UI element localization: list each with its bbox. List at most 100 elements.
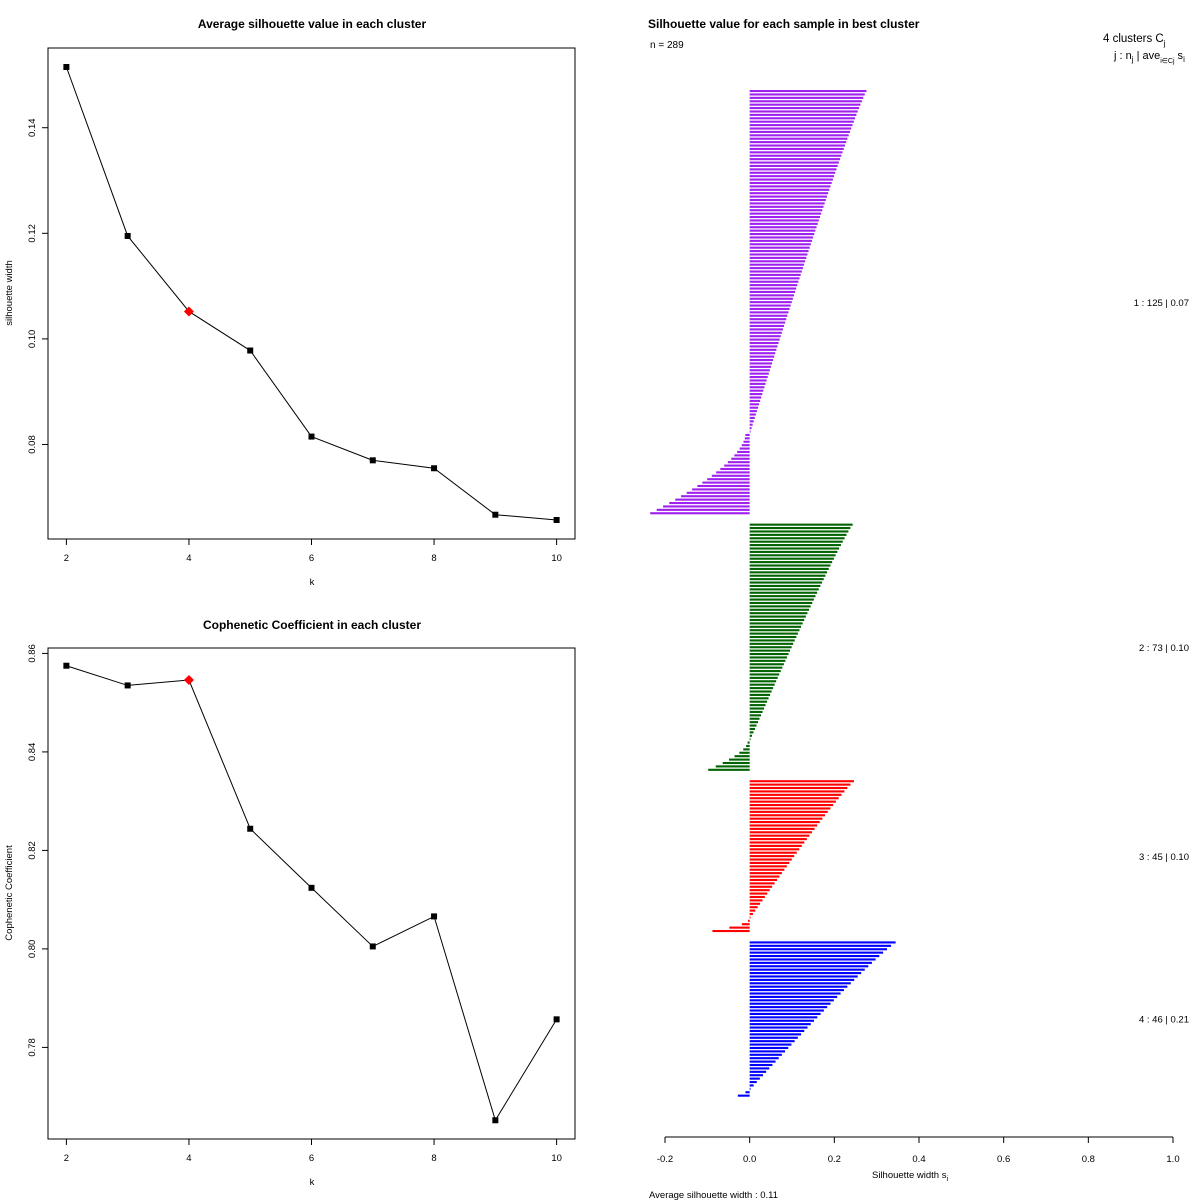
panel1-y-tick-label: 0.14 (27, 118, 38, 136)
silhouette-bar-cluster-1 (749, 151, 843, 154)
silhouette-bar-cluster-1 (749, 175, 835, 178)
silhouette-bar-cluster-3 (749, 858, 792, 861)
silhouette-bar-cluster-1 (749, 107, 860, 110)
silhouette-bar-cluster-1 (749, 137, 848, 140)
silhouette-bar-cluster-3 (712, 929, 750, 933)
silhouette-bar-cluster-1 (681, 495, 750, 498)
panel3-x-tick-label: 0.2 (828, 1154, 841, 1165)
silhouette-bar-cluster-1 (749, 416, 755, 419)
silhouette-bar-cluster-1 (749, 168, 837, 171)
silhouette-bar-cluster-1 (749, 260, 806, 263)
silhouette-bar-cluster-2 (749, 670, 781, 673)
panel2-xlabel: k (310, 1177, 315, 1188)
silhouette-bar-cluster-4 (749, 1087, 751, 1090)
silhouette-bar-cluster-2 (749, 707, 765, 710)
silhouette-bar-cluster-1 (749, 134, 849, 137)
silhouette-bar-cluster-1 (749, 90, 867, 93)
silhouette-bar-cluster-2 (749, 690, 772, 693)
silhouette-bar-cluster-4 (749, 1040, 795, 1043)
silhouette-bar-cluster-2 (749, 554, 836, 557)
silhouette-bar-cluster-4 (749, 995, 838, 998)
panel2-y-tick-label: 0.82 (27, 841, 38, 860)
silhouette-bar-cluster-1 (749, 348, 777, 351)
panel3-title: Silhouette value for each sample in best… (648, 17, 920, 31)
silhouette-bar-cluster-2 (749, 550, 838, 553)
silhouette-bar-cluster-1 (749, 324, 785, 328)
panel1-box (47, 47, 576, 540)
silhouette-bar-cluster-4 (749, 1084, 754, 1087)
panel2-y-tick-label: 0.78 (27, 1038, 38, 1057)
panel3-x-tick-label: 0.4 (912, 1154, 925, 1165)
panel1-data-point (63, 64, 70, 71)
silhouette-bar-cluster-2 (749, 544, 841, 547)
panel1-x-tick-label: 8 (431, 553, 436, 564)
silhouette-bar-cluster-2 (749, 656, 787, 659)
silhouette-bar-cluster-4 (749, 1002, 831, 1005)
silhouette-bar-cluster-1 (749, 297, 793, 300)
panel3-x-tick-label: 0.6 (997, 1154, 1010, 1165)
silhouette-bar-cluster-4 (749, 1074, 763, 1077)
silhouette-bar-cluster-2 (743, 748, 750, 751)
silhouette-bar-cluster-2 (749, 578, 824, 581)
silhouette-bar-cluster-1 (749, 147, 844, 150)
panel1-data-point (124, 232, 131, 239)
silhouette-bar-panel: Silhouette value for each sample in best… (648, 17, 1189, 1200)
panel2-x-tick-label: 4 (186, 1153, 191, 1164)
silhouette-bar-cluster-3 (749, 807, 831, 810)
panel2-x-tick-label: 2 (64, 1153, 69, 1164)
silhouette-bar-cluster-3 (749, 841, 805, 844)
panel3-n-label: n = 289 (650, 40, 684, 51)
silhouette-bar-cluster-4 (749, 1026, 808, 1029)
panel1-data-point (492, 511, 499, 518)
silhouette-bar-cluster-3 (749, 861, 790, 864)
panel1-data-point (431, 465, 438, 472)
silhouette-bar-cluster-2 (749, 618, 805, 622)
silhouette-bar-cluster-4 (749, 1060, 776, 1063)
silhouette-bar-cluster-4 (749, 1067, 770, 1070)
silhouette-bar-cluster-4 (749, 1019, 815, 1022)
panel2-data-point (247, 825, 254, 832)
silhouette-bar-cluster-1 (749, 362, 773, 365)
silhouette-bar-cluster-1 (749, 413, 756, 416)
panel3-footer: Average silhouette width : 0.11 (649, 1190, 778, 1200)
silhouette-bar-cluster-2 (749, 663, 784, 666)
silhouette-bar-cluster-3 (749, 885, 773, 888)
silhouette-bar-cluster-1 (749, 365, 771, 368)
silhouette-bar-cluster-4 (749, 1023, 811, 1026)
panel2-series-line (66, 665, 558, 1122)
panel1-y-tick-label: 0.08 (27, 435, 38, 454)
silhouette-bar-cluster-2 (739, 751, 750, 754)
silhouette-bar-cluster-2 (749, 734, 753, 737)
silhouette-bar-cluster-2 (749, 714, 762, 717)
silhouette-bar-cluster-3 (749, 834, 810, 837)
silhouette-bar-cluster-2 (749, 717, 760, 720)
silhouette-bar-cluster-3 (749, 875, 780, 878)
silhouette-bar-cluster-4 (749, 1009, 824, 1012)
silhouette-bar-cluster-3 (749, 899, 763, 902)
silhouette-bar-cluster-2 (749, 571, 828, 574)
silhouette-bar-cluster-1 (749, 198, 826, 202)
silhouette-bar-cluster-1 (749, 352, 776, 355)
silhouette-bar-cluster-1 (749, 222, 818, 225)
silhouette-bar-cluster-1 (749, 399, 761, 402)
silhouette-bar-cluster-1 (749, 110, 858, 113)
silhouette-bar-cluster-4 (749, 968, 865, 971)
silhouette-bar-cluster-2 (749, 625, 802, 628)
panel3-x-tick-label: -0.2 (657, 1154, 673, 1165)
panel2-data-point (63, 662, 70, 669)
silhouette-bar-cluster-2 (746, 744, 750, 748)
silhouette-bar-cluster-3 (749, 912, 753, 916)
panel1-ylabel: silhouette width (4, 260, 15, 325)
panel3-header-line2: j : nj | avei∈Cj si (1113, 50, 1185, 65)
silhouette-bar-cluster-4 (749, 1070, 767, 1073)
silhouette-bar-cluster-2 (749, 704, 766, 707)
cluster-label-2: 2 : 73 | 0.10 (1139, 643, 1189, 654)
silhouette-bar-cluster-3 (749, 827, 815, 830)
panel3-xlabel: Silhouette width si (872, 1170, 948, 1183)
silhouette-bar-cluster-2 (749, 676, 778, 679)
silhouette-bar-cluster-1 (749, 171, 836, 174)
silhouette-bar-cluster-3 (749, 810, 828, 813)
silhouette-bar-cluster-3 (749, 895, 765, 899)
silhouette-bar-cluster-1 (739, 447, 750, 450)
panel2-x-tick-label: 8 (431, 1153, 436, 1164)
